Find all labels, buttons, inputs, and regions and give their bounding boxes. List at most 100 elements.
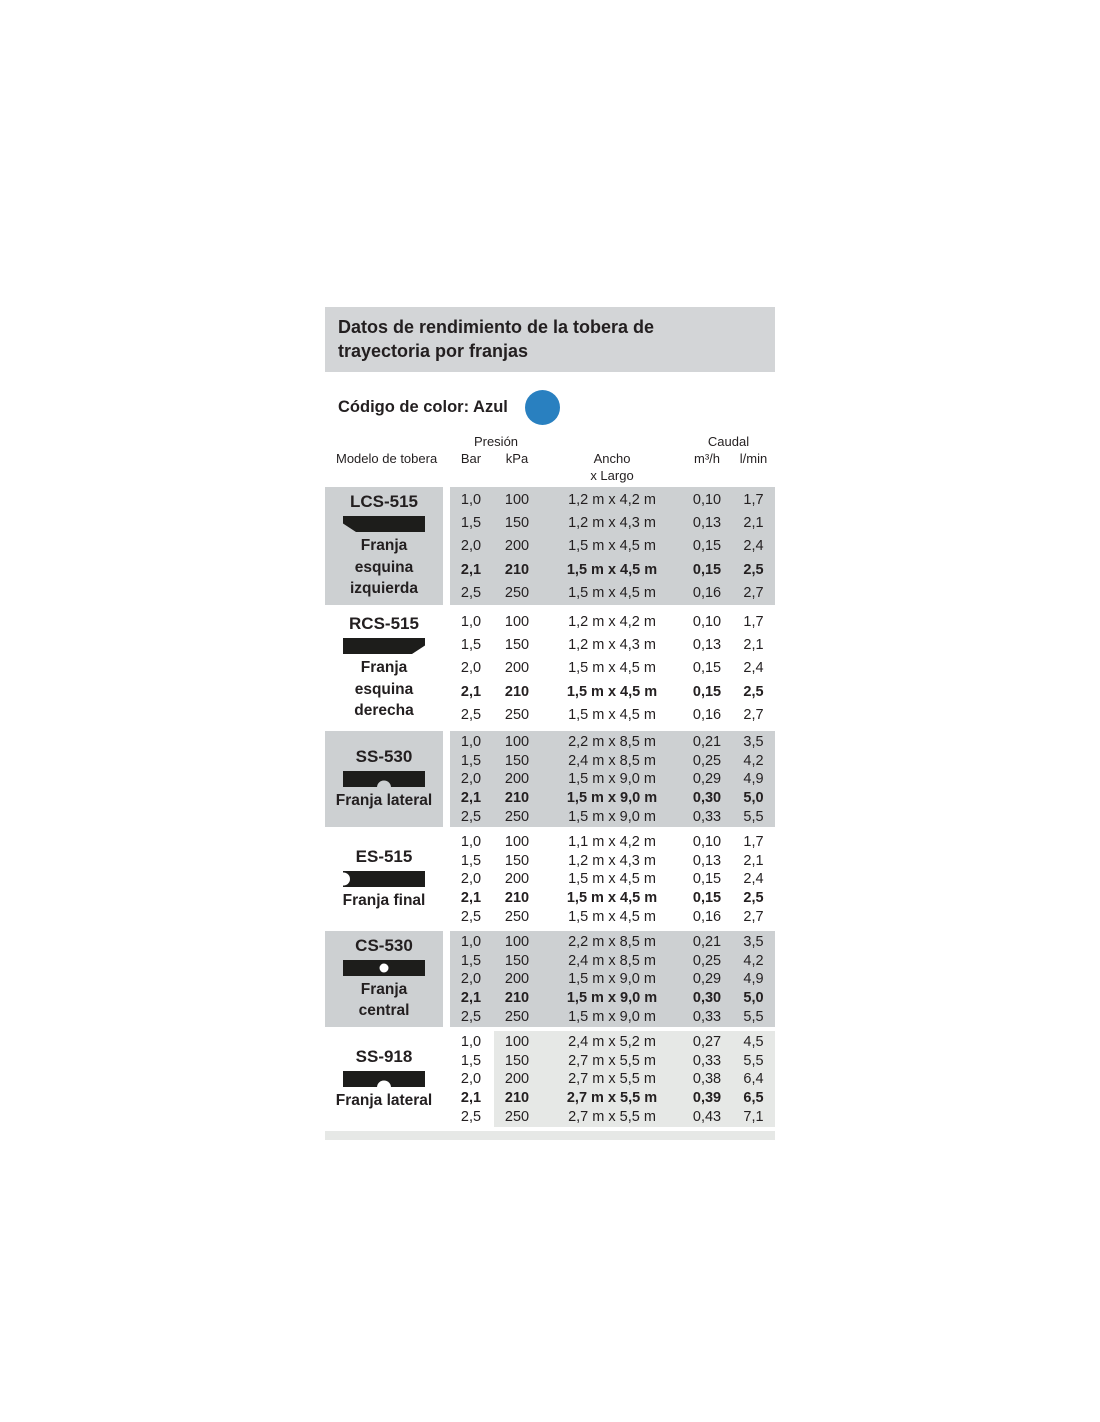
kpa-value: 200 (504, 538, 530, 555)
header-pressure-group: Presión Bar kPa (450, 433, 542, 484)
model-description: Franja esquina izquierda (350, 535, 418, 600)
data-row: 2,0 200 1,5 m x 4,5 m 0,15 2,4 (450, 870, 775, 889)
data-row: 2,0 200 1,5 m x 4,5 m 0,15 2,4 (450, 657, 775, 680)
model-description: Franja lateral (336, 790, 433, 812)
lmin-value: 2,1 (743, 515, 764, 532)
m3h-value: 0,30 (692, 790, 722, 807)
model-description: Franja final (343, 890, 426, 912)
bar-value: 2,1 (460, 683, 482, 700)
m3h-value: 0,21 (692, 733, 722, 750)
side-strip-icon (343, 770, 425, 795)
model-name: ES-515 (355, 846, 413, 866)
size-value: 1,5 m x 4,5 m (568, 538, 656, 555)
size-value: 1,2 m x 4,3 m (568, 637, 656, 654)
bar-value: 2,5 (460, 909, 482, 926)
m3h-value: 0,15 (692, 890, 722, 907)
model-description-line: Franja final (342, 891, 426, 909)
m3h-value: 0,33 (692, 809, 722, 826)
m3h-value: 0,43 (692, 1109, 722, 1126)
size-value: 1,5 m x 4,5 m (568, 706, 656, 723)
column-gap (443, 1031, 450, 1127)
data-row: 2,0 200 2,7 m x 5,5 m 0,38 6,4 (450, 1070, 775, 1089)
bar-value: 1,5 (460, 515, 482, 532)
size-value: 1,5 m x 4,5 m (568, 909, 656, 926)
size-value: 1,5 m x 4,5 m (568, 584, 656, 601)
end-strip-icon (337, 870, 425, 887)
header-flow-group: Caudal m³/h l/min (682, 433, 775, 484)
m3h-value: 0,15 (692, 561, 722, 578)
bar-value: 2,0 (460, 771, 482, 788)
blue-color-swatch-icon (524, 390, 560, 425)
model-cell: ES-515 Franja final (325, 831, 443, 927)
lmin-value: 5,0 (743, 790, 764, 807)
data-row: 1,0 100 1,2 m x 4,2 m 0,10 1,7 (450, 489, 775, 512)
lmin-value: 5,5 (743, 1052, 764, 1069)
bar-value: 2,1 (460, 561, 482, 578)
performance-data-panel: Datos de rendimiento de la tobera de tra… (325, 307, 775, 1140)
lmin-value: 2,1 (743, 637, 764, 654)
bar-value: 2,5 (460, 706, 482, 723)
lmin-value: 4,2 (743, 752, 764, 769)
kpa-value: 250 (504, 1109, 530, 1126)
lmin-value: 2,4 (743, 660, 764, 677)
m3h-value: 0,10 (692, 613, 722, 630)
bar-value: 2,0 (460, 1071, 482, 1088)
nozzle-model-block: LCS-515 Franja esquina izquierda 1,0 100 1,2… (325, 487, 775, 605)
bar-value: 2,0 (460, 871, 482, 888)
lmin-value: 6,4 (743, 1071, 764, 1088)
data-row: 2,5 250 1,5 m x 4,5 m 0,16 2,7 (450, 908, 775, 927)
bar-value: 2,5 (460, 584, 482, 601)
kpa-value: 150 (504, 852, 530, 869)
lmin-value: 4,2 (743, 952, 764, 969)
kpa-value: 200 (504, 871, 530, 888)
m3h-value: 0,33 (692, 1052, 722, 1069)
kpa-value: 200 (504, 771, 530, 788)
size-value: 2,7 m x 5,5 m (568, 1071, 656, 1088)
m3h-value: 0,29 (692, 971, 722, 988)
lmin-value: 2,4 (743, 871, 764, 888)
size-value: 2,4 m x 8,5 m (568, 752, 656, 769)
nozzle-model-block: ES-515 Franja final 1,0 100 1,1 m x 4,2 m 0… (325, 831, 775, 927)
model-name: CS-530 (355, 935, 413, 955)
bar-value: 2,0 (460, 538, 482, 555)
lmin-value: 2,4 (743, 538, 764, 555)
column-gap (443, 731, 450, 827)
size-value: 2,7 m x 5,5 m (566, 1090, 658, 1107)
kpa-value: 250 (504, 706, 530, 723)
header-pressure-units: Bar kPa (450, 450, 542, 467)
model-cell: RCS-515 Franja esquina derecha (325, 609, 443, 727)
header-lmin: l/min (739, 451, 768, 466)
kpa-value: 200 (504, 1071, 530, 1088)
model-description-line: esquina (354, 558, 414, 576)
bar-value: 2,1 (460, 790, 482, 807)
table-bottom-strip (325, 1130, 775, 1140)
bar-value: 2,5 (460, 809, 482, 826)
model-cell: CS-530 Franja central (325, 930, 443, 1027)
performance-rows: 1,0 100 2,4 m x 5,2 m 0,27 4,5 1,5 150 2,7 m x … (450, 1030, 775, 1127)
data-row: 1,5 150 2,7 m x 5,5 m 0,33 5,5 (450, 1052, 775, 1071)
panel-title-bar: Datos de rendimiento de la tobera de tra… (325, 307, 775, 372)
m3h-value: 0,15 (692, 538, 722, 555)
bar-value: 2,1 (460, 1090, 482, 1107)
data-row: 1,5 150 2,4 m x 8,5 m 0,25 4,2 (450, 952, 775, 971)
kpa-value: 200 (504, 971, 530, 988)
kpa-value: 250 (504, 809, 530, 826)
column-gap (443, 609, 450, 727)
nozzle-model-block: RCS-515 Franja esquina derecha 1,0 100 1,2 m… (325, 609, 775, 727)
kpa-value: 100 (504, 833, 530, 850)
size-value: 1,5 m x 4,5 m (566, 890, 658, 907)
lmin-value: 1,7 (743, 492, 764, 508)
lmin-value: 2,7 (743, 706, 764, 723)
lmin-value: 3,5 (743, 933, 764, 950)
data-row: 1,0 100 1,2 m x 4,2 m 0,10 1,7 (450, 611, 775, 634)
model-description: Franja central (359, 979, 410, 1022)
data-row: 1,0 100 2,2 m x 8,5 m 0,21 3,5 (450, 733, 775, 752)
lmin-value: 7,1 (743, 1109, 764, 1126)
model-description-line: Franja (360, 537, 408, 555)
header-length-label: x Largo (590, 468, 634, 483)
size-value: 1,5 m x 4,5 m (566, 683, 658, 700)
header-model: Modelo de tobera (336, 451, 438, 466)
size-value: 1,5 m x 9,0 m (568, 771, 656, 788)
data-row: 2,1 210 1,5 m x 4,5 m 0,15 2,5 (450, 681, 775, 704)
